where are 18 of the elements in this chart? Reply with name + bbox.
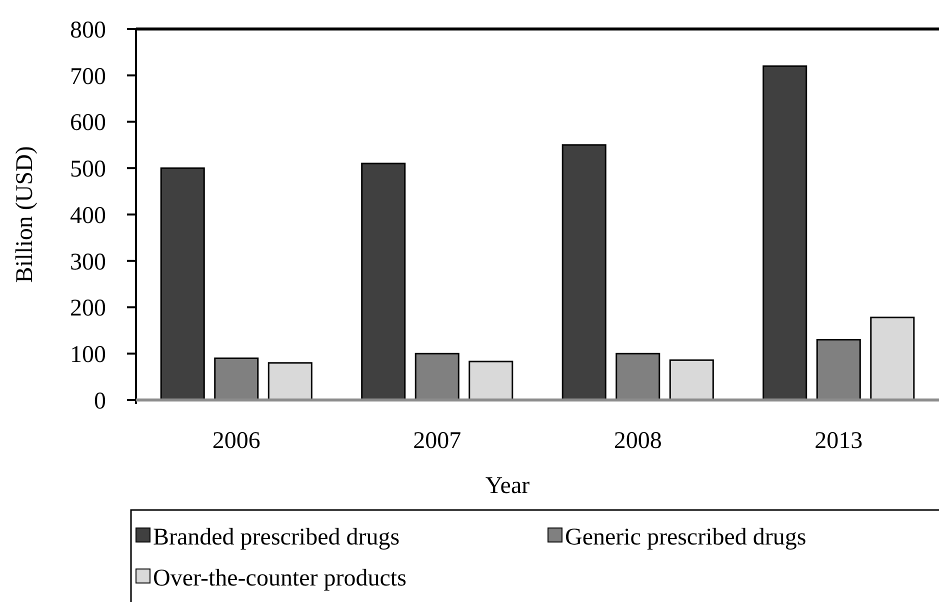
legend-label: Generic prescribed drugs (565, 524, 806, 550)
y-tick-label: 800 (70, 17, 106, 44)
y-tick-label: 700 (70, 64, 106, 90)
y-tick-label: 400 (70, 202, 106, 229)
y-tick-label: 100 (70, 342, 106, 368)
y-tick-label: 0 (94, 388, 106, 414)
x-tick-label: 2013 (814, 428, 863, 454)
x-axis-title: Year (485, 473, 530, 499)
legend-label: Branded prescribed drugs (153, 524, 400, 550)
legend-label: Over-the-counter products (153, 565, 406, 592)
y-tick-label: 200 (70, 296, 106, 322)
y-tick-label: 300 (70, 249, 106, 276)
y-axis-title: Billion (USD) (12, 146, 38, 283)
x-tick-label: 2007 (413, 428, 462, 454)
y-tick-label: 500 (70, 156, 106, 183)
x-tick-label: 2006 (212, 428, 260, 454)
x-tick-label: 2008 (614, 428, 662, 454)
y-tick-label: 600 (70, 110, 106, 136)
